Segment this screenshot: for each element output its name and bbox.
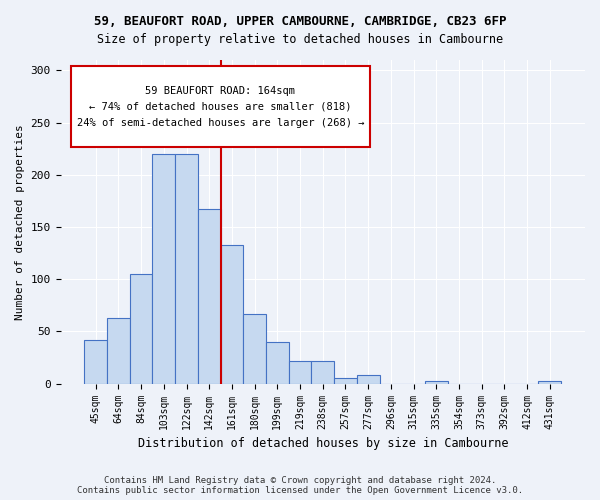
- Bar: [152, 154, 175, 384]
- Bar: [198, 210, 221, 384]
- Bar: [85, 340, 107, 384]
- Bar: [266, 342, 289, 384]
- Bar: [311, 360, 334, 384]
- Bar: [357, 376, 380, 384]
- Text: Size of property relative to detached houses in Cambourne: Size of property relative to detached ho…: [97, 32, 503, 46]
- Text: 59, BEAUFORT ROAD, UPPER CAMBOURNE, CAMBRIDGE, CB23 6FP: 59, BEAUFORT ROAD, UPPER CAMBOURNE, CAMB…: [94, 15, 506, 28]
- Y-axis label: Number of detached properties: Number of detached properties: [15, 124, 25, 320]
- Bar: [289, 360, 311, 384]
- Bar: [425, 380, 448, 384]
- Bar: [175, 154, 198, 384]
- Bar: [107, 318, 130, 384]
- Bar: [538, 380, 561, 384]
- Bar: [221, 245, 243, 384]
- FancyBboxPatch shape: [71, 66, 370, 148]
- Bar: [334, 378, 357, 384]
- Bar: [130, 274, 152, 384]
- X-axis label: Distribution of detached houses by size in Cambourne: Distribution of detached houses by size …: [137, 437, 508, 450]
- Text: Contains HM Land Registry data © Crown copyright and database right 2024.
Contai: Contains HM Land Registry data © Crown c…: [77, 476, 523, 495]
- Text: 59 BEAUFORT ROAD: 164sqm
← 74% of detached houses are smaller (818)
24% of semi-: 59 BEAUFORT ROAD: 164sqm ← 74% of detach…: [77, 86, 364, 128]
- Bar: [243, 314, 266, 384]
